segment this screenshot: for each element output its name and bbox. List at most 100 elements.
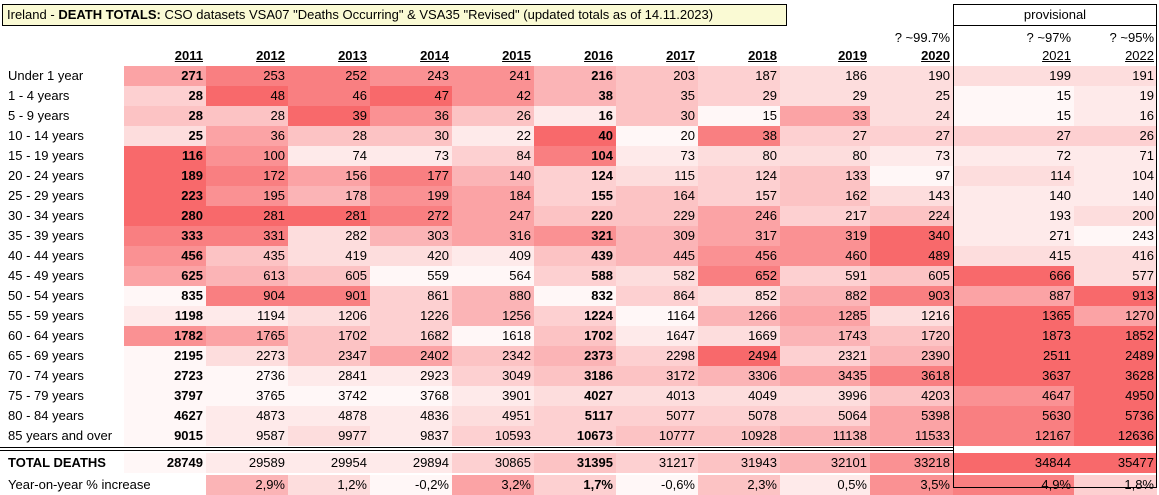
death-count-cell: 9015 xyxy=(124,426,206,446)
death-count-cell: 80 xyxy=(698,146,780,166)
title-bold: DEATH TOTALS: xyxy=(58,7,161,22)
death-count-cell: 316 xyxy=(452,226,534,246)
death-count-cell: 303 xyxy=(370,226,452,246)
death-count-cell: 445 xyxy=(616,246,698,266)
death-count-cell: 29 xyxy=(780,86,870,106)
death-count-cell: 84 xyxy=(452,146,534,166)
death-count-cell: 559 xyxy=(370,266,452,286)
yoy-cell: -0,6% xyxy=(616,475,698,495)
death-count-cell: 9837 xyxy=(370,426,452,446)
death-count-cell: 133 xyxy=(780,166,870,186)
total-separator-inner xyxy=(0,450,953,451)
age-group-label: 40 - 44 years xyxy=(8,248,84,263)
death-count-cell: 177 xyxy=(370,166,452,186)
death-count-cell: 224 xyxy=(870,206,953,226)
death-count-cell: 456 xyxy=(698,246,780,266)
death-count-cell: 4836 xyxy=(370,406,452,426)
death-count-cell: 319 xyxy=(780,226,870,246)
death-count-cell: 1618 xyxy=(452,326,534,346)
death-count-cell: 271 xyxy=(124,66,206,86)
total-cell: 34844 xyxy=(953,453,1074,473)
death-count-cell: 3049 xyxy=(452,366,534,386)
age-row: 20 - 24 years 189 172 156 177 140 124 115 124 133… xyxy=(0,166,1159,186)
age-row: 60 - 64 years 1782 1765 1702 1682 1618 1702 164… xyxy=(0,326,1159,346)
death-count-cell: 3742 xyxy=(288,386,370,406)
death-count-cell: 27 xyxy=(870,126,953,146)
death-count-cell: 243 xyxy=(1074,226,1157,246)
death-count-cell: 203 xyxy=(616,66,698,86)
age-row: 15 - 19 years 116 100 74 73 84 104 73 80 80 73 72 71 xyxy=(0,146,1159,166)
death-count-cell: 1765 xyxy=(206,326,288,346)
death-count-cell: 3797 xyxy=(124,386,206,406)
death-count-cell: 1266 xyxy=(698,306,780,326)
death-count-cell: 591 xyxy=(780,266,870,286)
total-row: TOTAL DEATHS 28749 29589 29954 29894 30865 313… xyxy=(0,453,1159,473)
death-count-cell: 4647 xyxy=(953,386,1074,406)
death-count-cell: 217 xyxy=(780,206,870,226)
death-count-cell: 253 xyxy=(206,66,288,86)
total-separator xyxy=(0,447,953,448)
death-count-cell: 26 xyxy=(1074,126,1157,146)
death-count-cell: 10673 xyxy=(534,426,616,446)
death-count-cell: 10593 xyxy=(452,426,534,446)
title-prefix: Ireland - xyxy=(7,7,59,22)
death-count-cell: 27 xyxy=(780,126,870,146)
death-count-cell: 1285 xyxy=(780,306,870,326)
age-row: 40 - 44 years 456 435 419 420 409 439 445 456 460… xyxy=(0,246,1159,266)
death-count-cell: 2402 xyxy=(370,346,452,366)
death-count-cell: 184 xyxy=(452,186,534,206)
death-count-cell: 243 xyxy=(370,66,452,86)
death-count-cell: 4049 xyxy=(698,386,780,406)
death-count-cell: 157 xyxy=(698,186,780,206)
death-count-cell: 252 xyxy=(288,66,370,86)
age-row: 5 - 9 years 28 28 39 36 26 16 30 15 33 24 15 16 xyxy=(0,106,1159,126)
death-count-cell: 36 xyxy=(370,106,452,126)
death-count-cell: 73 xyxy=(870,146,953,166)
death-count-cell: 22 xyxy=(452,126,534,146)
death-count-cell: 38 xyxy=(534,86,616,106)
death-count-cell: 195 xyxy=(206,186,288,206)
death-count-cell: 3996 xyxy=(780,386,870,406)
death-count-cell: 281 xyxy=(206,206,288,226)
death-count-cell: 625 xyxy=(124,266,206,286)
age-group-label: 5 - 9 years xyxy=(8,108,70,123)
death-count-cell: 2298 xyxy=(616,346,698,366)
death-count-cell: 73 xyxy=(370,146,452,166)
death-count-cell: 20 xyxy=(616,126,698,146)
death-count-cell: 456 xyxy=(124,246,206,266)
total-cell: 31943 xyxy=(698,453,780,473)
death-count-cell: 3768 xyxy=(370,386,452,406)
death-count-cell: 39 xyxy=(288,106,370,126)
age-group-label: 45 - 49 years xyxy=(8,268,84,283)
death-count-cell: 882 xyxy=(780,286,870,306)
death-count-cell: 247 xyxy=(452,206,534,226)
death-count-cell: 2342 xyxy=(452,346,534,366)
death-count-cell: 577 xyxy=(1074,266,1157,286)
year-header-2018: 2018 xyxy=(748,48,777,63)
year-header-row: 2011 2012 2013 2014 2015 2016 2017 2018 2019 2020… xyxy=(0,46,1159,66)
death-count-cell: 435 xyxy=(206,246,288,266)
death-count-cell: 582 xyxy=(616,266,698,286)
death-count-cell: 73 xyxy=(616,146,698,166)
total-cell: 32101 xyxy=(780,453,870,473)
total-cell: 31217 xyxy=(616,453,698,473)
year-header-2013: 2013 xyxy=(338,48,367,63)
death-count-cell: 3306 xyxy=(698,366,780,386)
death-count-cell: 143 xyxy=(870,186,953,206)
age-group-label: 30 - 34 years xyxy=(8,208,84,223)
death-count-cell: 4873 xyxy=(206,406,288,426)
death-count-cell: 588 xyxy=(534,266,616,286)
death-count-cell: 1216 xyxy=(870,306,953,326)
total-cell: 35477 xyxy=(1074,453,1157,473)
death-count-cell: 321 xyxy=(534,226,616,246)
death-count-cell: 2511 xyxy=(953,346,1074,366)
death-count-cell: 1647 xyxy=(616,326,698,346)
death-count-cell: 71 xyxy=(1074,146,1157,166)
year-header-2020: 2020 xyxy=(921,48,950,63)
year-header-2015: 2015 xyxy=(502,48,531,63)
year-header-2019: 2019 xyxy=(838,48,867,63)
death-count-cell: 904 xyxy=(206,286,288,306)
yoy-cell: 0,5% xyxy=(780,475,870,495)
death-count-cell: 140 xyxy=(1074,186,1157,206)
